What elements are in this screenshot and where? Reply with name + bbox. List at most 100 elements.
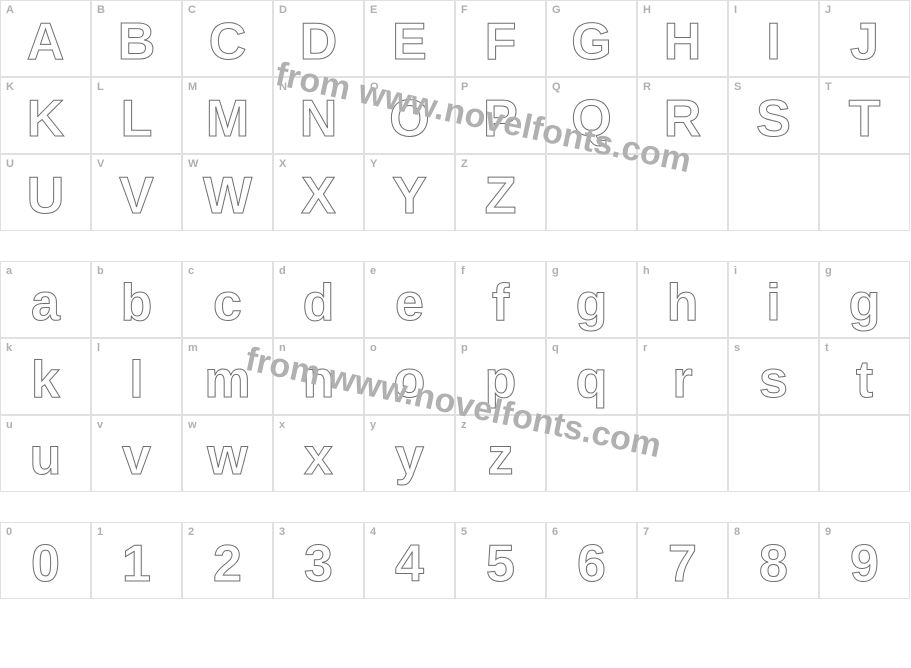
glyph-cell: SS [728,77,819,154]
glyph-character: e [395,277,424,329]
glyph-cell-label: c [188,265,194,277]
glyph-cell-label: Z [461,158,468,170]
glyph-cell-label: d [279,265,286,277]
glyph-cell [728,154,819,231]
glyph-cell-label: f [461,265,465,277]
glyph-character: B [118,16,156,68]
glyph-cell-label: 0 [6,526,12,538]
glyph-character: Q [571,93,611,145]
glyph-cell [819,415,910,492]
glyph-cell-label: N [279,81,287,93]
glyph-cell-label: g [552,265,559,277]
glyph-cell: uu [0,415,91,492]
glyph-cell-label: K [6,81,14,93]
glyph-cell-label: y [370,419,376,431]
glyph-cell: zz [455,415,546,492]
glyph-cell-label: l [97,342,100,354]
glyph-cell: GG [546,0,637,77]
glyph-cell: qq [546,338,637,415]
glyph-cell-label: Q [552,81,561,93]
glyph-cell: bb [91,261,182,338]
glyph-cell: OO [364,77,455,154]
glyph-cell-label: p [461,342,468,354]
glyph-character: Y [392,170,427,222]
glyph-character: q [576,354,608,406]
glyph-character: g [576,277,608,329]
glyph-cell: ss [728,338,819,415]
glyph-cell: 88 [728,522,819,599]
glyph-character: O [389,93,429,145]
glyph-cell: ll [91,338,182,415]
glyph-cell-label: H [643,4,651,16]
glyph-cell-label: 7 [643,526,649,538]
glyph-cell [637,154,728,231]
glyph-cell: cc [182,261,273,338]
glyph-cell-label: E [370,4,377,16]
glyph-cell-label: O [370,81,379,93]
glyph-cell: yy [364,415,455,492]
glyph-cell-label: B [97,4,105,16]
glyph-character: 2 [213,538,242,590]
glyph-cell-label: x [279,419,285,431]
glyph-character: f [492,277,509,329]
glyph-cell-label: F [461,4,468,16]
glyph-cell: ww [182,415,273,492]
glyph-cell: 66 [546,522,637,599]
glyph-character: v [122,431,151,483]
glyph-cell-label: z [461,419,467,431]
glyph-cell: rr [637,338,728,415]
glyph-cell: BB [91,0,182,77]
glyph-character: V [119,170,154,222]
glyph-cell: VV [91,154,182,231]
glyph-cell: II [728,0,819,77]
glyph-character: s [759,354,788,406]
glyph-cell: CC [182,0,273,77]
glyph-cell-label: C [188,4,196,16]
glyph-character: W [203,170,252,222]
glyph-cell-label: R [643,81,651,93]
glyph-cell: ff [455,261,546,338]
glyph-cell-label: 8 [734,526,740,538]
glyph-character: U [27,170,65,222]
glyph-cell: 22 [182,522,273,599]
glyph-character: c [213,277,242,329]
glyph-cell: YY [364,154,455,231]
glyph-grid-digits: 00112233445566778899 [0,522,910,599]
glyph-cell: TT [819,77,910,154]
glyph-cell: 44 [364,522,455,599]
glyph-cell: 00 [0,522,91,599]
glyph-cell-label: e [370,265,376,277]
glyph-cell-label: P [461,81,468,93]
glyph-character: g [849,277,881,329]
glyph-cell: vv [91,415,182,492]
glyph-cell-label: W [188,158,198,170]
glyph-cell-label: M [188,81,197,93]
glyph-cell: hh [637,261,728,338]
glyph-cell-label: U [6,158,14,170]
glyph-character: 4 [395,538,424,590]
glyph-cell: UU [0,154,91,231]
glyph-cell-label: 2 [188,526,194,538]
glyph-cell: oo [364,338,455,415]
glyph-cell: MM [182,77,273,154]
glyph-cell-label: 1 [97,526,103,538]
glyph-cell: nn [273,338,364,415]
glyph-cell-label: V [97,158,104,170]
glyph-cell: kk [0,338,91,415]
glyph-character: K [27,93,65,145]
glyph-character: R [664,93,702,145]
glyph-cell-label: g [825,265,832,277]
glyph-cell-label: v [97,419,103,431]
glyph-character: 7 [668,538,697,590]
glyph-character: E [392,16,427,68]
glyph-cell: pp [455,338,546,415]
glyph-character: A [27,16,65,68]
glyph-cell: XX [273,154,364,231]
glyph-cell-label: G [552,4,561,16]
glyph-character: y [395,431,424,483]
glyph-character: 1 [122,538,151,590]
glyph-cell [728,415,819,492]
glyph-cell: RR [637,77,728,154]
glyph-cell-label: 5 [461,526,467,538]
glyph-grid-upper: AABBCCDDEEFFGGHHIIJJKKLLMMNNOOPPQQRRSSTT… [0,0,910,231]
